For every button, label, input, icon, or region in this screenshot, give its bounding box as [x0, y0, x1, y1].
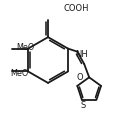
Text: NH: NH — [75, 50, 88, 59]
Text: COOH: COOH — [64, 4, 89, 13]
Text: MeO: MeO — [10, 68, 28, 78]
Text: O: O — [76, 73, 83, 82]
Text: S: S — [80, 101, 86, 110]
Text: MeO: MeO — [16, 42, 35, 51]
